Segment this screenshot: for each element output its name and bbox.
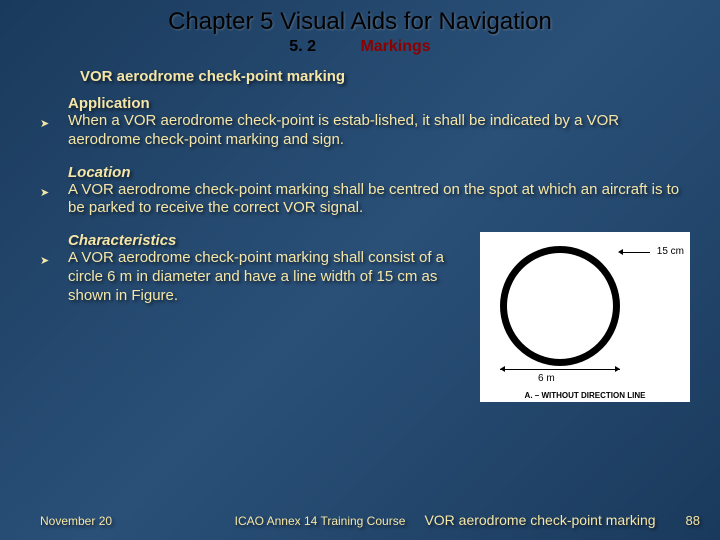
figure-diagram: 15 cm 6 m A. – WITHOUT DIRECTION LINE [480,232,690,402]
section-number: 5. 2 [289,38,316,55]
section-line: 5. 2 Markings [0,38,720,56]
bullet-icon: ➤ [40,232,68,402]
footer: November 20 ICAO Annex 14 Training Cours… [0,513,720,528]
page-number: 88 [660,513,700,528]
circle-icon [500,246,620,366]
characteristics-heading: Characteristics [68,232,464,249]
application-heading: Application [68,95,690,112]
bullet-icon: ➤ [40,95,68,150]
chapter-title: Chapter 5 Visual Aids for Navigation [0,0,720,36]
dimension-15cm: 15 cm [657,246,684,257]
dimension-6m: 6 m [538,373,555,384]
bullet-icon: ➤ [40,164,68,219]
content-area: ➤ Application When a VOR aerodrome check… [0,95,720,402]
footer-course: ICAO Annex 14 Training Course [220,514,420,528]
bullet-application: ➤ Application When a VOR aerodrome check… [40,95,690,150]
figure-caption: A. – WITHOUT DIRECTION LINE [480,391,690,400]
slide-subtitle: VOR aerodrome check-point marking [80,68,720,85]
footer-date: November 20 [40,514,220,528]
dimension-line-15 [622,252,650,253]
application-text: When a VOR aerodrome check-point is esta… [68,112,690,150]
characteristics-text: A VOR aerodrome check-point marking shal… [68,249,464,305]
bullet-characteristics: ➤ Characteristics A VOR aerodrome check-… [40,232,690,402]
bullet-location: ➤ Location A VOR aerodrome check-point m… [40,164,690,219]
section-label: Markings [360,38,430,55]
footer-caption: VOR aerodrome check-point marking [420,513,660,528]
location-heading: Location [68,164,690,181]
location-text: A VOR aerodrome check-point marking shal… [68,181,690,219]
dimension-line-6 [500,369,620,370]
